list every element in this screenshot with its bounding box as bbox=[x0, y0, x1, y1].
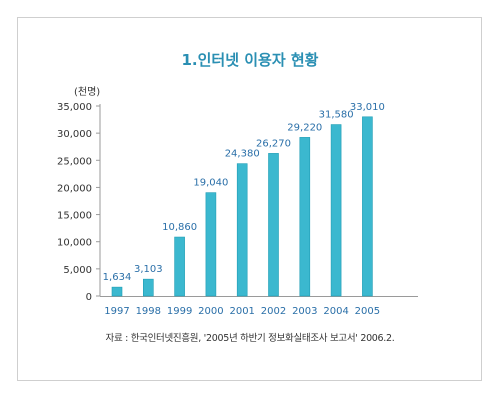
chart-title: 1.인터넷 이용자 현황 bbox=[181, 51, 319, 69]
x-tick-label: 2001 bbox=[229, 306, 254, 317]
axes: 0 5,000 10,000 15,000 20,000 25,000 30,000 35,0… bbox=[57, 102, 418, 303]
bar bbox=[268, 153, 279, 297]
x-tick-label: 2002 bbox=[261, 306, 286, 317]
chart-frame bbox=[17, 17, 482, 381]
bar bbox=[174, 236, 185, 297]
x-tick-label: 2003 bbox=[292, 306, 317, 317]
y-tick-label: 15,000 bbox=[57, 211, 92, 222]
bar bbox=[143, 278, 154, 297]
data-label: 10,860 bbox=[162, 222, 197, 233]
bar bbox=[299, 137, 311, 297]
y-tick-label: 5,000 bbox=[63, 265, 92, 276]
bars: 1,634 1997 3,103 1998 10,860 1999 19,040 2000 24… bbox=[103, 102, 385, 317]
x-tick-label: 1997 bbox=[104, 306, 129, 317]
data-label: 1,634 bbox=[103, 272, 132, 283]
bar bbox=[111, 286, 123, 297]
bar bbox=[205, 192, 217, 297]
x-tick-label: 1998 bbox=[136, 306, 161, 317]
x-tick-label: 2005 bbox=[355, 306, 380, 317]
data-label: 33,010 bbox=[350, 102, 385, 113]
x-tick-label: 2000 bbox=[198, 306, 223, 317]
data-label: 3,103 bbox=[134, 264, 163, 275]
y-tick-label: 35,000 bbox=[57, 102, 92, 113]
y-tick-label: 30,000 bbox=[57, 129, 92, 140]
bar bbox=[236, 163, 248, 297]
source-note: 자료 : 한국인터넷진흥원, '2005년 하반기 정보화실태조사 보고서' 2… bbox=[105, 333, 395, 344]
y-tick-label: 0 bbox=[86, 292, 92, 303]
bar bbox=[330, 124, 342, 297]
data-label: 26,270 bbox=[256, 138, 291, 149]
y-tick-label: 25,000 bbox=[57, 156, 92, 167]
y-tick-label: 20,000 bbox=[57, 183, 92, 194]
x-tick-label: 2004 bbox=[323, 306, 348, 317]
data-label: 29,220 bbox=[287, 122, 322, 133]
data-label: 31,580 bbox=[319, 110, 354, 121]
data-label: 19,040 bbox=[193, 178, 228, 189]
x-tick-label: 1999 bbox=[167, 306, 192, 317]
bar bbox=[362, 116, 373, 297]
y-unit-label: (천명) bbox=[74, 86, 100, 98]
y-tick-label: 10,000 bbox=[57, 238, 92, 249]
data-label: 24,380 bbox=[225, 149, 260, 160]
